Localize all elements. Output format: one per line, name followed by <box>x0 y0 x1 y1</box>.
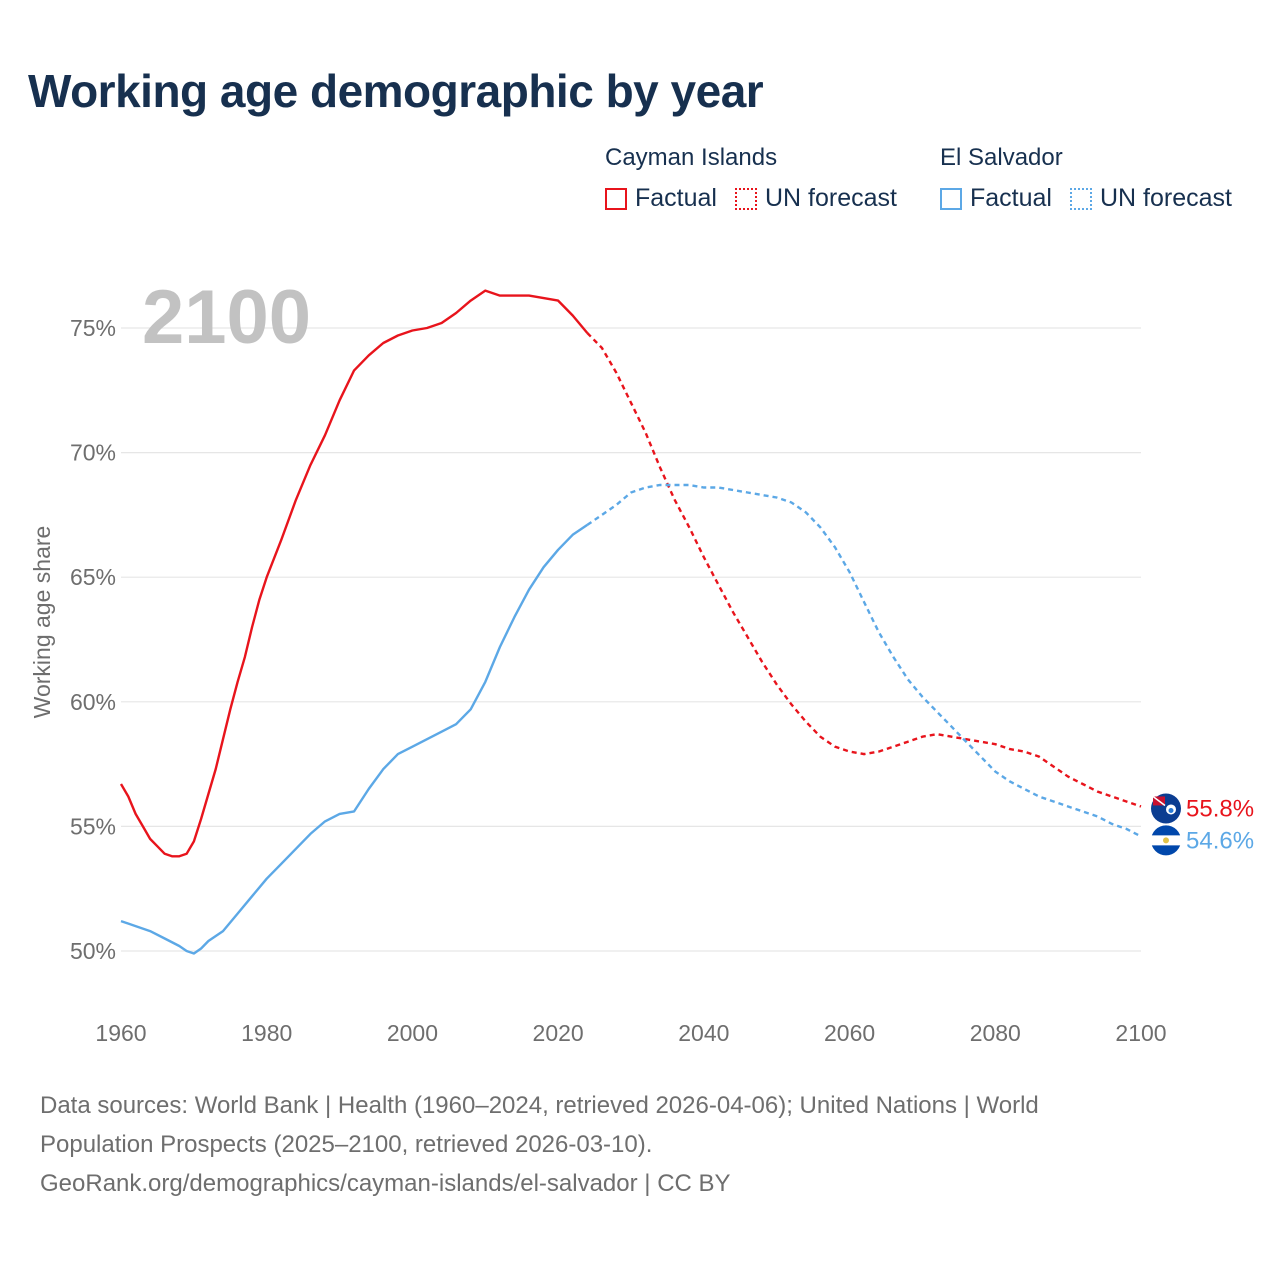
y-tick-label: 70% <box>70 440 116 466</box>
legend-swatch-dotted <box>1069 187 1092 210</box>
legend-label: UN forecast <box>764 184 897 212</box>
series-line-factual <box>120 523 588 955</box>
x-tick-label: 2100 <box>1115 1020 1166 1046</box>
y-tick-label: 50% <box>70 938 116 964</box>
legend-group-name: El Salvador <box>940 144 1063 171</box>
legend-swatch-solid <box>605 187 627 210</box>
legend-group-el-salvador: El Salvador Factual UN forecast <box>940 144 1250 213</box>
end-markers: 55.8% 54.6% <box>1151 793 1254 856</box>
legend-label: Factual <box>635 184 717 212</box>
grid-lines <box>121 327 1141 952</box>
y-tick-label: 65% <box>70 564 116 590</box>
x-tick-label: 2080 <box>970 1020 1021 1046</box>
x-tick-label: 2060 <box>824 1020 875 1046</box>
footer-link[interactable]: GeoRank.org/demographics/cayman-islands/… <box>40 1170 731 1197</box>
legend-label: Factual <box>970 184 1052 212</box>
x-tick-label: 2020 <box>533 1020 584 1046</box>
legend-item-cayman-forecast[interactable]: UN forecast <box>734 184 897 213</box>
legend-item-el-salvador-forecast[interactable]: UN forecast <box>1069 184 1232 213</box>
highlight-year-label: 2100 <box>142 275 311 360</box>
chart-title: Working age demographic by year <box>28 65 764 117</box>
legend-swatch-solid <box>940 187 962 210</box>
legend-group-cayman-islands: Cayman Islands Factual UN forecast <box>605 144 915 213</box>
x-tick-label: 2040 <box>678 1020 729 1046</box>
y-axis-title: Working age share <box>29 526 55 719</box>
legend-item-cayman-factual[interactable]: Factual <box>605 184 717 213</box>
line-chart: 50% 55% 60% 65% 70% 75% 1960 1980 2000 2020 2040 2… <box>29 275 1254 1046</box>
cayman-islands-flag-icon <box>1151 793 1181 824</box>
legend-label: UN forecast <box>1099 184 1232 212</box>
legend-group-name: Cayman Islands <box>605 144 778 171</box>
y-tick-label: 60% <box>70 689 116 715</box>
end-value-label: 55.8% <box>1186 795 1254 822</box>
y-tick-label: 55% <box>70 813 116 839</box>
x-tick-label: 1960 <box>95 1020 146 1046</box>
y-axis: 50% 55% 60% 65% 70% 75% <box>70 315 116 964</box>
x-axis: 1960 1980 2000 2020 2040 2060 2080 2100 <box>95 1020 1166 1046</box>
footer-line: Population Prospects (2025–2100, retriev… <box>40 1131 653 1158</box>
series-lines <box>119 289 1142 955</box>
footer-sources: Data sources: World Bank | Health (1960–… <box>40 1086 1240 1203</box>
y-tick-label: 75% <box>70 315 116 341</box>
legend-item-el-salvador-factual[interactable]: Factual <box>940 184 1052 213</box>
series-line-forecast <box>586 332 1142 808</box>
series-line-factual <box>119 289 589 858</box>
end-value-label: 54.6% <box>1186 827 1254 854</box>
x-tick-label: 2000 <box>387 1020 438 1046</box>
el-salvador-flag-icon <box>1151 825 1181 856</box>
legend-swatch-dotted <box>734 187 757 210</box>
x-tick-label: 1980 <box>241 1020 292 1046</box>
series-line-forecast <box>586 483 1142 838</box>
footer-line: Data sources: World Bank | Health (1960–… <box>40 1092 1039 1119</box>
